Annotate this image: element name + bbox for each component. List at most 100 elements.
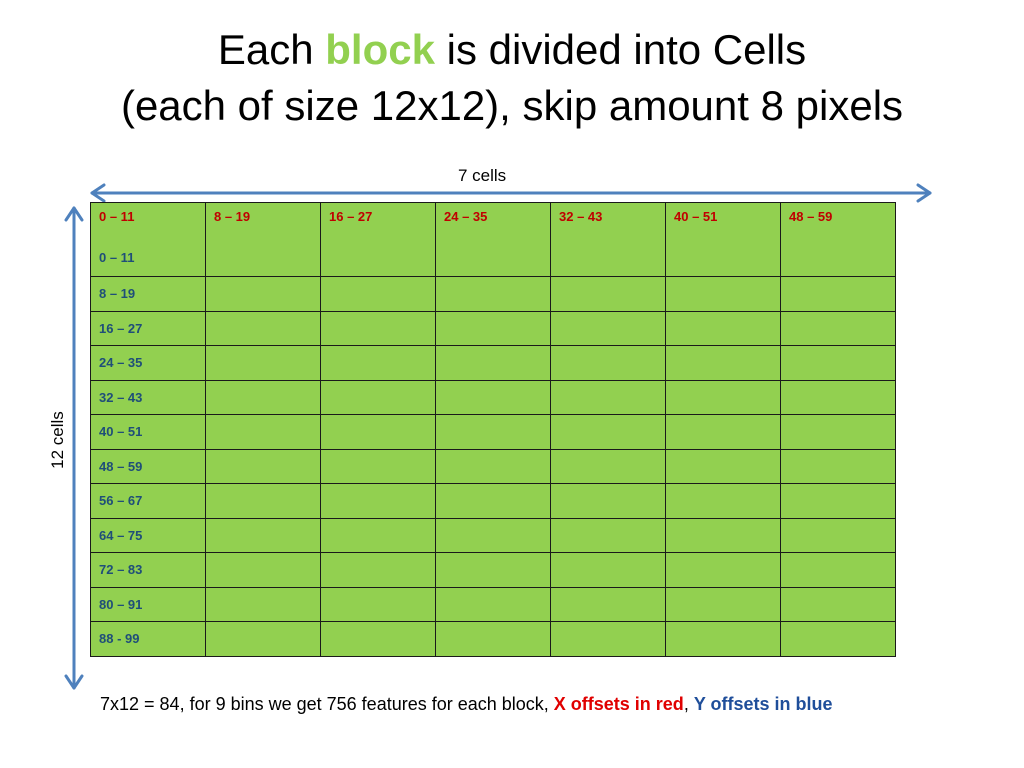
grid-cell [205,276,321,312]
grid-cell: 80 – 91 [90,586,206,622]
grid-cell [320,379,436,415]
grid-row: 32 – 43 [90,379,896,415]
grid-cell [550,448,666,484]
grid-cell: 64 – 75 [90,517,206,553]
grid-cell [550,517,666,553]
grid-cell [435,586,551,622]
grid-cell [550,414,666,450]
y-offset-label: 8 – 19 [99,286,136,302]
x-offset-label: 40 – 51 [674,209,718,224]
grid-cell: 32 – 43 [90,379,206,415]
vertical-arrow-bottom-head [64,674,84,690]
title-part-a: Each [217,26,326,73]
grid-cell [780,483,896,519]
grid-cell [550,345,666,381]
grid-cell: 48 – 59 [780,202,896,277]
grid-cell [780,586,896,622]
grid-cell [665,414,781,450]
caption-separator: , [683,694,694,714]
caption: 7x12 = 84, for 9 bins we get 756 feature… [100,694,833,715]
grid-row: 24 – 35 [90,345,896,381]
x-offset-label: 8 – 19 [214,209,251,224]
grid-cell [665,448,781,484]
grid-cell [550,552,666,588]
grid-cell: 24 – 35 [90,345,206,381]
caption-y-offsets: Y offsets in blue [693,694,833,714]
grid-cell [205,517,321,553]
grid-cell [780,552,896,588]
slide-title: Each block is divided into Cells (each o… [0,22,1024,134]
y-offset-label: 72 – 83 [99,562,143,578]
grid-cell: 48 – 59 [90,448,206,484]
grid-cell [435,552,551,588]
grid-cell [780,414,896,450]
grid-cell [435,483,551,519]
grid-cell [205,379,321,415]
y-offset-label: 64 – 75 [99,527,143,543]
grid-cell [205,621,321,657]
columns-count-label: 7 cells [458,166,507,185]
grid-cell [780,276,896,312]
grid-cell [780,345,896,381]
grid-cell [205,310,321,346]
grid-cell [205,483,321,519]
y-offset-label: 80 – 91 [99,596,143,612]
grid-cell: 24 – 35 [435,202,551,277]
grid-cell [780,379,896,415]
grid-cell: 16 – 27 [320,202,436,277]
grid-cell [320,517,436,553]
grid-cell [665,379,781,415]
grid-row: 8 – 19 [90,276,896,312]
grid-cell: 40 – 51 [90,414,206,450]
y-offset-label: 88 - 99 [99,631,140,647]
grid-cell [435,310,551,346]
grid-cell [205,552,321,588]
grid-cell [550,586,666,622]
x-offset-label: 48 – 59 [789,209,833,224]
grid-cell [665,552,781,588]
grid-row: 72 – 83 [90,552,896,588]
x-offset-label: 0 – 11 [99,209,135,224]
vertical-arrow-top-head [64,206,84,222]
horizontal-arrow-right-head [916,183,932,203]
grid-cell [435,517,551,553]
grid-cell [320,310,436,346]
caption-x-offsets: X offsets in red [553,694,684,714]
title-line-1: Each block is divided into Cells [0,22,1024,78]
grid-cell: 32 – 43 [550,202,666,277]
y-offset-label: 24 – 35 [99,355,143,371]
grid-row: 16 – 27 [90,310,896,346]
title-accent-word: block [325,26,435,73]
y-offset-label: 56 – 67 [99,493,143,509]
grid-row: 80 – 91 [90,586,896,622]
grid-cell [550,276,666,312]
grid-cell [550,483,666,519]
grid-cell [320,448,436,484]
x-offset-label: 32 – 43 [559,209,603,224]
y-offset-label: 0 – 11 [99,250,135,265]
grid-cell: 16 – 27 [90,310,206,346]
grid-cell [665,345,781,381]
grid-cell: 0 – 11 0 – 11 [90,202,206,277]
grid-cell [435,345,551,381]
y-offset-label: 16 – 27 [99,320,143,336]
grid-row: 56 – 67 [90,483,896,519]
title-part-b: is divided into Cells [434,26,807,73]
grid-row: 48 – 59 [90,448,896,484]
grid-cell [320,552,436,588]
grid-cell [665,586,781,622]
grid-cell: 8 – 19 [90,276,206,312]
grid-row: 88 - 99 [90,621,896,657]
grid-cell [205,586,321,622]
horizontal-arrow-left-head [90,183,106,203]
grid-cell [550,379,666,415]
grid-cell [665,621,781,657]
grid-cell [550,310,666,346]
grid-cell [435,621,551,657]
cell-grid: 0 – 11 0 – 11 8 – 19 16 – 27 24 – 35 32 – 43 4… [90,202,896,657]
grid-cell [550,621,666,657]
grid-row: 64 – 75 [90,517,896,553]
grid-cell: 88 - 99 [90,621,206,657]
title-line-2: (each of size 12x12), skip amount 8 pixe… [120,82,904,129]
grid-cell [320,586,436,622]
